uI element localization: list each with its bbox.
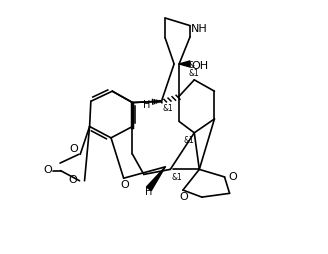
Polygon shape <box>179 62 190 68</box>
Text: &1: &1 <box>189 68 200 77</box>
Text: O: O <box>228 171 237 181</box>
Text: O: O <box>68 175 77 185</box>
Polygon shape <box>146 167 165 191</box>
Text: O: O <box>180 192 189 201</box>
Text: &1: &1 <box>162 103 173 112</box>
Text: &: & <box>189 61 195 70</box>
Text: &1: &1 <box>184 136 195 145</box>
Text: O: O <box>43 165 52 175</box>
Text: H: H <box>143 99 151 109</box>
Text: O: O <box>120 180 129 190</box>
Text: O: O <box>70 144 78 154</box>
Text: OH: OH <box>192 60 209 70</box>
Text: H: H <box>145 186 152 196</box>
Text: NH: NH <box>191 24 207 34</box>
Text: &1: &1 <box>172 173 182 182</box>
